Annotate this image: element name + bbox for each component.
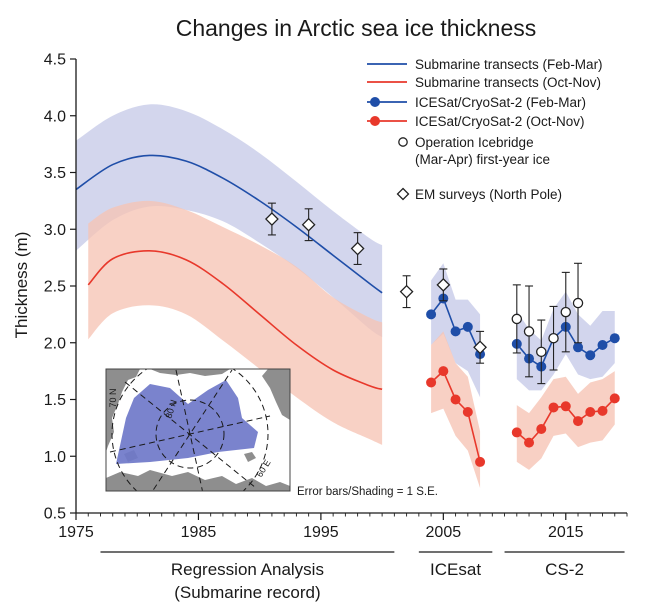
- legend-label-4: Operation Icebridge: [415, 135, 534, 150]
- satellite-point-0-0-0: [426, 309, 437, 320]
- y-axis-title: Thickness (m): [12, 232, 31, 339]
- legend-marker-2: [370, 97, 380, 107]
- satellite-point-1-0-4: [475, 456, 486, 467]
- em-point-1: [301, 217, 316, 232]
- icebridge-point-2: [536, 346, 547, 358]
- em-point-2: [350, 241, 365, 256]
- legend-label-0: Submarine transects (Feb-Mar): [415, 57, 603, 72]
- satellite-point-0-1-6: [585, 350, 596, 361]
- map-land-north: [150, 369, 230, 376]
- satellite-point-1-1-6: [585, 406, 596, 417]
- y-tick-label-7: 4.0: [44, 108, 66, 125]
- x-tick-label-3: 2005: [426, 524, 462, 541]
- map-frame: [105, 368, 291, 492]
- period-label-0: Regression Analysis: [171, 560, 324, 579]
- x-ticks: 1975 1985 1995 2005 2015: [58, 513, 628, 541]
- satellite-point-1-0-0: [426, 377, 437, 388]
- error-note: Error bars/Shading = 1 S.E.: [297, 486, 438, 498]
- satellite-point-0-1-5: [573, 342, 584, 353]
- y-tick-label-8: 4.5: [44, 52, 66, 69]
- icebridge-point-5: [572, 297, 584, 309]
- x-tick-label-2: 1995: [303, 524, 339, 541]
- satellite-point-1-1-4: [560, 401, 571, 412]
- y-tick-label-1: 1.0: [44, 449, 66, 466]
- y-tick-label-2: 1.5: [44, 392, 66, 409]
- map-land-east: [262, 369, 290, 420]
- submarine-band-1: [88, 200, 383, 445]
- period-label-2: CS-2: [545, 560, 584, 579]
- chart-title: Changes in Arctic sea ice thickness: [176, 15, 537, 41]
- legend-marker-5: [396, 187, 410, 201]
- legend-marker-3: [370, 116, 380, 126]
- series-markers: [264, 202, 620, 467]
- satellite-point-1-1-0: [511, 427, 522, 438]
- meridian-3: [124, 381, 257, 489]
- x-tick-label-0: 1975: [58, 524, 94, 541]
- y-tick-label-0: 0.5: [44, 506, 66, 523]
- y-tick-label-4: 2.5: [44, 279, 66, 296]
- y-ticks: 0.5 1.0 1.5 2.0 2.5 3.0 3.5 4.0 4.5: [44, 52, 76, 523]
- latitude-circle-80: [155, 399, 225, 469]
- em-point-5: [473, 340, 487, 355]
- satellite-point-1-1-3: [548, 402, 559, 413]
- satellite-point-0-1-7: [597, 340, 608, 351]
- icebridge-point-0: [511, 313, 523, 325]
- satellite-point-1-0-3: [462, 406, 473, 417]
- icebridge-point-4: [560, 306, 572, 318]
- satellite-point-1-0-2: [450, 394, 461, 405]
- map-label-70n: 70 N: [108, 388, 118, 407]
- em-point-4: [436, 277, 451, 292]
- submarine-band-0: [76, 104, 383, 338]
- satellite-point-1-1-8: [609, 393, 620, 404]
- x-tick-label-1: 1985: [181, 524, 217, 541]
- submarine-line-0: [75, 154, 383, 294]
- submarine-line-1: [87, 250, 383, 391]
- icebridge-point-3: [548, 332, 559, 344]
- satellite-point-0-1-8: [609, 333, 620, 344]
- legend-label-3: ICESat/CryoSat-2 (Oct-Nov): [415, 114, 585, 129]
- em-point-3: [399, 284, 414, 299]
- period-label-1: ICEsat: [430, 560, 481, 579]
- y-tick-label-6: 3.5: [44, 165, 66, 182]
- satellite-point-0-0-3: [462, 321, 473, 332]
- legend-label-5: EM surveys (North Pole): [415, 187, 562, 202]
- em-point-0: [264, 212, 279, 226]
- arctic-inset-map: 70 N 80 N 60 E: [105, 368, 291, 492]
- satellite-point-0-0-2: [450, 326, 461, 337]
- icebridge-point-1: [523, 326, 535, 337]
- y-tick-label-5: 3.0: [44, 222, 66, 239]
- satellite-band-1-1: [516, 371, 615, 470]
- map-land-south: [106, 470, 290, 491]
- latitude-circle-70: [111, 369, 269, 491]
- x-tick-label-4: 2015: [548, 524, 584, 541]
- legend-label-2: ICESat/CryoSat-2 (Feb-Mar): [415, 95, 586, 110]
- map-land-west: [106, 369, 140, 452]
- legend-marker-4: [398, 137, 408, 147]
- legend: Submarine transects (Feb-Mar) Submarine t…: [367, 57, 603, 202]
- meridian-4: [151, 369, 233, 491]
- period-brackets: Regression Analysis (Submarine record) ICE…: [100, 551, 625, 602]
- legend-label-4-1: (Mar-Apr) first-year ice: [415, 152, 550, 167]
- satellite-point-1-1-7: [597, 405, 608, 416]
- satellite-point-1-1-1: [524, 437, 535, 448]
- legend-label-1: Submarine transects (Oct-Nov): [415, 75, 601, 90]
- satellite-point-1-1-5: [573, 416, 584, 427]
- satellite-point-1-1-2: [536, 424, 547, 435]
- satellite-point-1-0-1: [438, 366, 449, 377]
- map-island-2: [244, 452, 256, 462]
- period-label-0-1: (Submarine record): [174, 583, 320, 602]
- y-tick-label-3: 2.0: [44, 335, 66, 352]
